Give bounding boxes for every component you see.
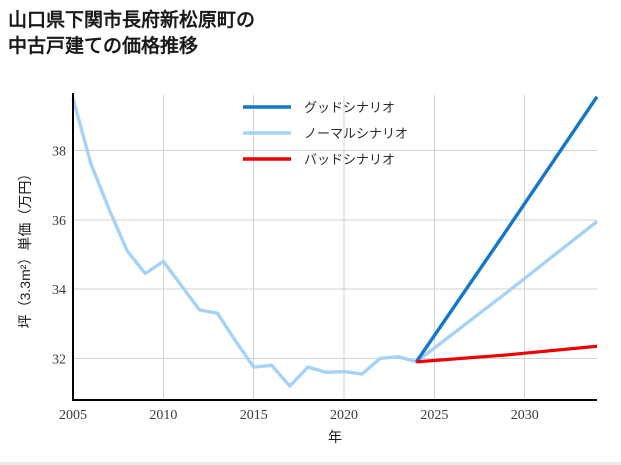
axis-lines (71, 93, 597, 402)
series-line (416, 344, 598, 364)
x-tick-label: 2005 (59, 408, 87, 423)
x-axis-title: 年 (328, 429, 342, 445)
x-tick-label: 2020 (330, 408, 358, 423)
y-tick-label: 32 (52, 352, 66, 367)
legend-label: バッドシナリオ (304, 152, 395, 167)
series-line (71, 98, 599, 388)
series-lines (71, 95, 599, 388)
x-tick-label: 2025 (420, 408, 448, 423)
bottom-divider (0, 462, 621, 465)
legend-label: グッドシナリオ (304, 100, 395, 115)
x-tick-label: 2010 (149, 408, 177, 423)
axis-tick-labels: 32 34 36 38 2005 2010 2015 2020 2025 2030 (52, 144, 539, 423)
legend-label: ノーマルシナリオ (304, 126, 408, 141)
y-tick-label: 38 (52, 144, 66, 159)
y-tick-label: 34 (52, 283, 66, 298)
series-line (414, 95, 599, 363)
axis-titles: 坪（3.3m²）単価（万円） 年 (17, 167, 342, 445)
y-axis-title: 坪（3.3m²）単価（万円） (17, 167, 33, 329)
y-tick-label: 36 (52, 214, 66, 229)
x-tick-label: 2015 (240, 408, 268, 423)
chart-title: 山口県下関市長府新松原町の 中古戸建ての価格推移 (8, 10, 256, 57)
x-tick-label: 2030 (511, 408, 539, 423)
